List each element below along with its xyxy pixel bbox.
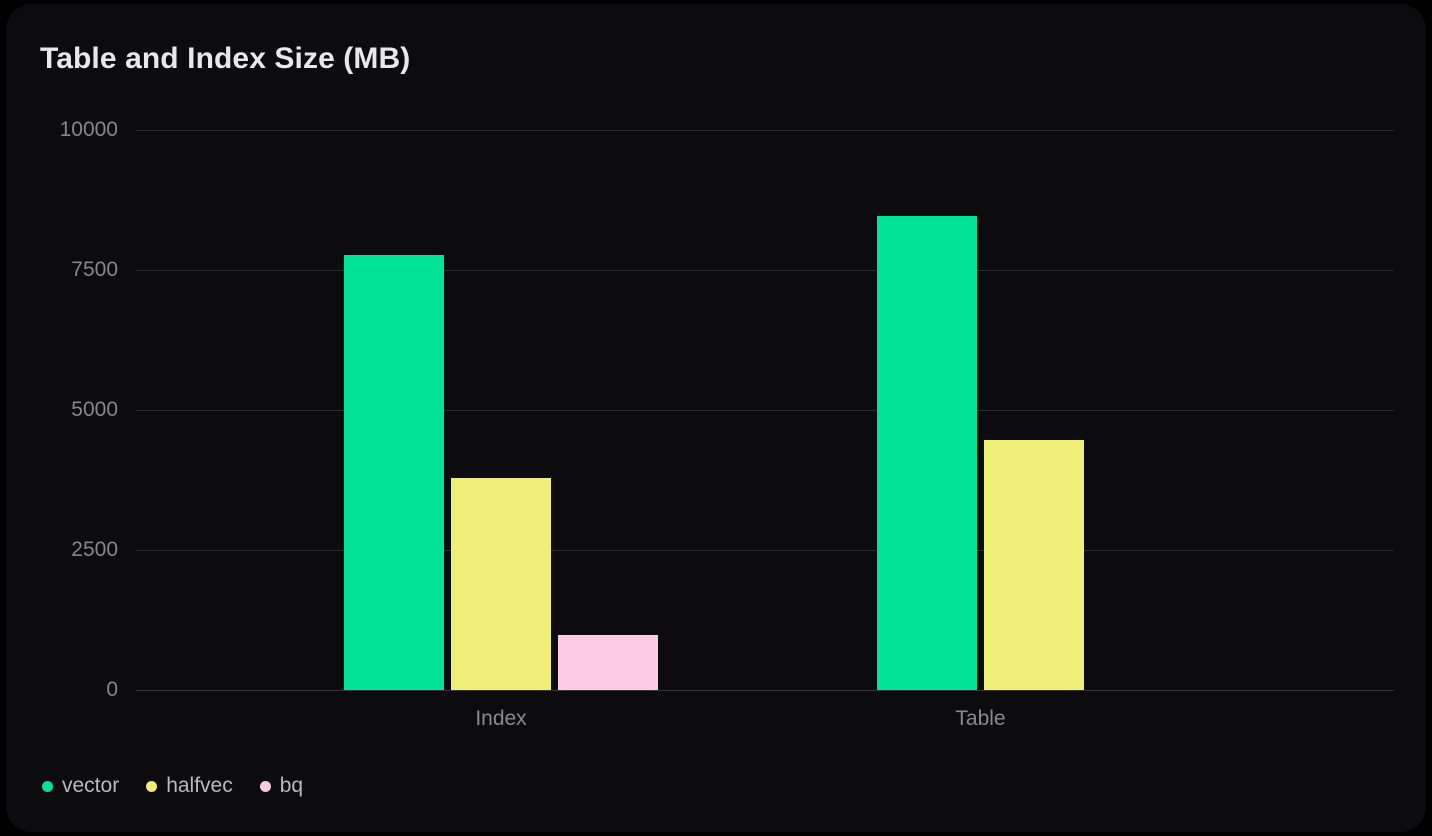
gridline <box>136 410 1394 411</box>
chart-card: Table and Index Size (MB) 0 2500 5000 7500 1… <box>6 4 1426 832</box>
chart-title: Table and Index Size (MB) <box>40 42 411 75</box>
legend-item-vector[interactable]: vector <box>42 774 119 798</box>
plot-area <box>136 130 1394 691</box>
legend-swatch-halfvec-icon <box>146 780 158 792</box>
gridline <box>136 130 1394 131</box>
y-axis-tick-label: 2500 <box>71 538 118 561</box>
y-axis-tick-label: 5000 <box>71 398 118 421</box>
x-axis-label-table: Table <box>955 707 1006 730</box>
legend-item-bq[interactable]: bq <box>259 774 304 798</box>
y-axis-tick-labels: 0 2500 5000 7500 10000 <box>6 118 118 701</box>
bar-index-vector[interactable] <box>344 254 444 690</box>
gridline <box>136 690 1394 691</box>
legend-swatch-vector-icon <box>42 780 53 792</box>
y-axis-tick-label: 7500 <box>71 258 118 281</box>
x-axis-label-index: Index <box>475 707 527 730</box>
bar-index-halfvec[interactable] <box>451 477 551 690</box>
chart-legend: vector halfvec bq <box>42 774 303 798</box>
y-axis-tick-label: 0 <box>106 678 118 701</box>
legend-label: vector <box>62 774 120 797</box>
legend-label: halfvec <box>166 774 233 797</box>
legend-item-halfvec[interactable]: halfvec <box>146 774 233 798</box>
gridline <box>136 550 1394 551</box>
gridline <box>136 270 1394 271</box>
y-axis-tick-label: 10000 <box>59 118 118 141</box>
bar-table-halfvec[interactable] <box>984 440 1084 690</box>
bar-index-bq[interactable] <box>558 635 658 690</box>
legend-label: bq <box>279 774 304 797</box>
bar-table-vector[interactable] <box>877 216 977 690</box>
legend-swatch-bq-icon <box>259 780 271 792</box>
